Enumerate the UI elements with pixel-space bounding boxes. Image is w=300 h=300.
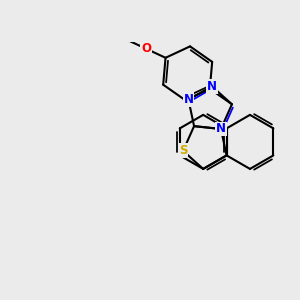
Text: S: S [179, 144, 187, 157]
Text: O: O [141, 42, 151, 55]
Text: N: N [216, 122, 226, 136]
Text: N: N [207, 80, 217, 93]
Text: N: N [184, 93, 194, 106]
